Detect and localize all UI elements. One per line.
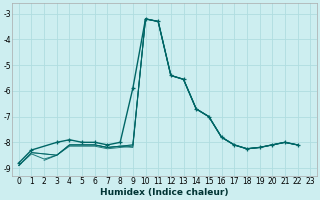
X-axis label: Humidex (Indice chaleur): Humidex (Indice chaleur) [100, 188, 229, 197]
